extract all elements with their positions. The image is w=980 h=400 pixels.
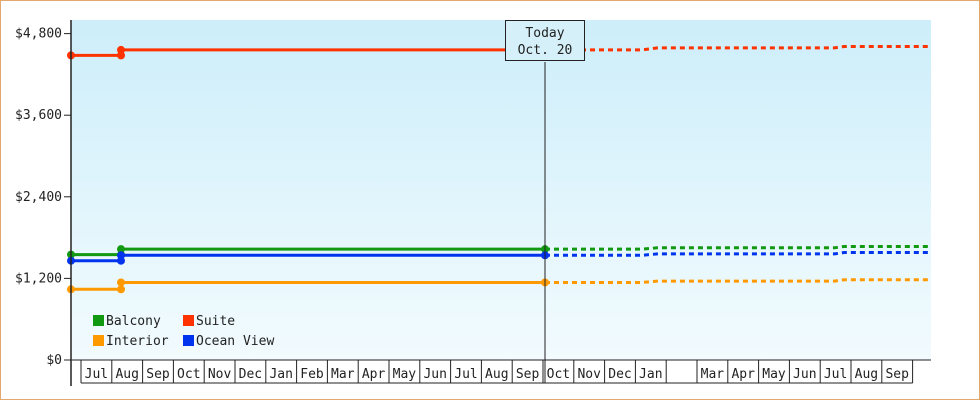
month-label: Jan [269,367,292,382]
legend-swatch-ocean-view [183,335,194,346]
month-label: Jul [824,367,847,382]
today-label: Today [525,26,564,41]
month-label: Jun [423,367,446,382]
month-label: Aug [855,367,878,382]
month-label: Jun [793,367,816,382]
month-label: Mar [331,367,355,382]
data-point-ocean-view[interactable] [117,251,125,260]
month-label: Aug [115,367,138,382]
series-forecast-balcony [545,244,931,251]
month-label: Apr [362,367,386,382]
month-label: Dec [608,367,631,382]
series-forecast-ocean-view [545,251,931,257]
today-date: Oct. 20 [518,43,573,58]
month-label: Dec [239,367,262,382]
month-label: May [762,367,786,382]
month-label: Sep [516,367,540,382]
month-label: May [393,367,417,382]
month-label: Jul [454,367,477,382]
series-forecast-interior [545,278,931,284]
month-label: Aug [485,367,508,382]
legend-label-ocean-view: Ocean View [196,334,274,349]
y-tick-label: $2,400 [15,190,62,205]
today-callout [505,20,585,61]
month-label: Sep [146,367,170,382]
y-tick-label: $3,600 [15,108,62,123]
legend-label-suite: Suite [196,314,235,329]
legend-swatch-balcony [93,315,104,326]
data-point-interior[interactable] [117,278,125,287]
month-label: Sep [885,367,909,382]
month-label: Jan [639,367,662,382]
month-label: Nov [577,367,601,382]
month-label: Mar [701,367,725,382]
month-label: Oct [547,367,570,382]
series-forecast-suite [545,45,931,52]
month-label: Feb [300,367,324,382]
data-point-suite[interactable] [117,45,125,54]
legend-swatch-interior [93,335,104,346]
y-tick-label: $0 [46,353,62,368]
month-label: Jul [85,367,108,382]
month-label: Apr [731,367,755,382]
plot-background [71,20,931,360]
month-label: Oct [177,367,200,382]
legend-label-interior: Interior [106,334,169,349]
legend-swatch-suite [183,315,194,326]
y-tick-label: $4,800 [15,27,62,42]
y-tick-label: $1,200 [15,271,62,286]
data-point-balcony[interactable] [117,245,125,254]
legend-label-balcony: Balcony [106,314,161,329]
month-label: Nov [208,367,232,382]
data-point-interior[interactable] [117,285,125,294]
